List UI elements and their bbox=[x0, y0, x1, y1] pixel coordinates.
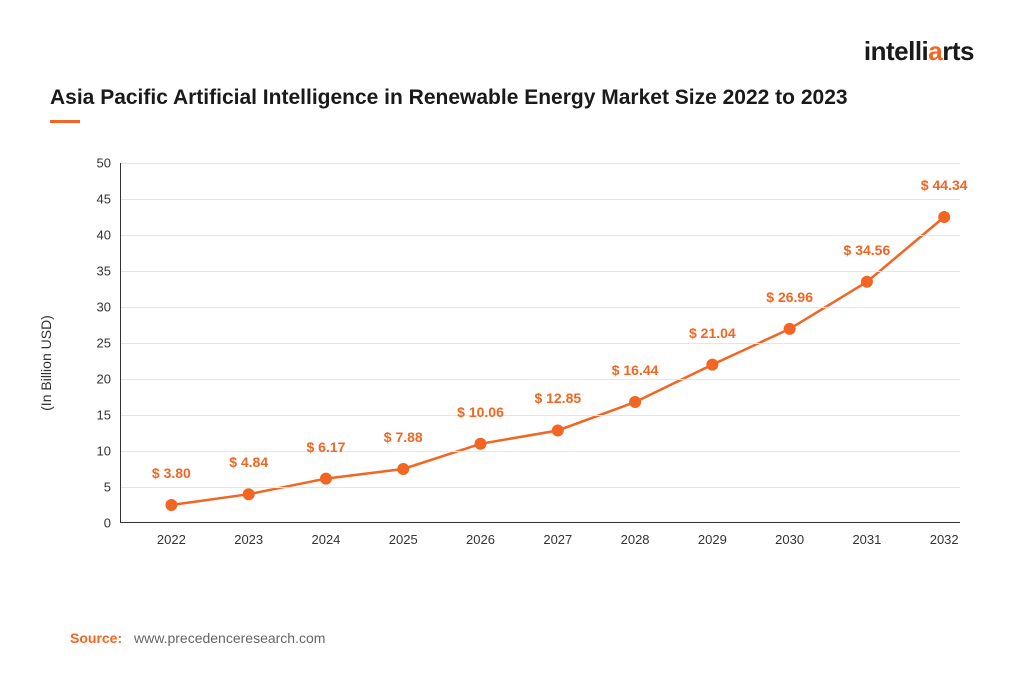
data-marker bbox=[630, 397, 641, 408]
gridline bbox=[121, 307, 960, 308]
data-marker bbox=[166, 500, 177, 511]
gridline bbox=[121, 343, 960, 344]
x-tick: 2028 bbox=[621, 522, 650, 547]
gridline bbox=[121, 451, 960, 452]
data-marker bbox=[707, 359, 718, 370]
data-label: $ 26.96 bbox=[766, 289, 813, 305]
line-series bbox=[171, 217, 944, 505]
data-marker bbox=[320, 473, 331, 484]
y-tick: 50 bbox=[97, 156, 121, 171]
logo-part1: intelli bbox=[864, 36, 928, 66]
data-marker bbox=[939, 212, 950, 223]
chart-title: Asia Pacific Artificial Intelligence in … bbox=[50, 86, 974, 110]
y-tick: 35 bbox=[97, 264, 121, 279]
logo-part3: rts bbox=[942, 36, 974, 66]
y-tick: 40 bbox=[97, 228, 121, 243]
x-tick: 2031 bbox=[852, 522, 881, 547]
y-tick: 15 bbox=[97, 408, 121, 423]
data-label: $ 12.85 bbox=[534, 390, 581, 406]
data-marker bbox=[861, 276, 872, 287]
data-label: $ 44.34 bbox=[921, 177, 968, 193]
data-label: $ 4.84 bbox=[229, 454, 268, 470]
x-tick: 2025 bbox=[389, 522, 418, 547]
plot-area: 0510152025303540455020222023202420252026… bbox=[120, 163, 960, 523]
y-tick: 45 bbox=[97, 192, 121, 207]
gridline bbox=[121, 379, 960, 380]
x-tick: 2023 bbox=[234, 522, 263, 547]
gridline bbox=[121, 487, 960, 488]
data-label: $ 21.04 bbox=[689, 325, 736, 341]
data-marker bbox=[784, 323, 795, 334]
data-label: $ 7.88 bbox=[384, 429, 423, 445]
gridline bbox=[121, 199, 960, 200]
y-tick: 5 bbox=[104, 480, 121, 495]
data-label: $ 16.44 bbox=[612, 362, 659, 378]
data-label: $ 34.56 bbox=[844, 242, 891, 258]
logo-accent: a bbox=[928, 36, 942, 66]
data-label: $ 10.06 bbox=[457, 404, 504, 420]
brand-logo: intelliarts bbox=[864, 36, 974, 67]
data-label: $ 6.17 bbox=[306, 439, 345, 455]
data-marker bbox=[552, 425, 563, 436]
y-tick: 20 bbox=[97, 372, 121, 387]
gridline bbox=[121, 415, 960, 416]
source-line: Source: www.precedenceresearch.com bbox=[70, 630, 325, 646]
x-tick: 2027 bbox=[543, 522, 572, 547]
y-axis-label: (In Billion USD) bbox=[38, 315, 54, 411]
x-tick: 2030 bbox=[775, 522, 804, 547]
y-tick: 10 bbox=[97, 444, 121, 459]
gridline bbox=[121, 271, 960, 272]
data-marker bbox=[398, 464, 409, 475]
gridline bbox=[121, 163, 960, 164]
source-label: Source: bbox=[70, 630, 122, 646]
x-tick: 2029 bbox=[698, 522, 727, 547]
y-tick: 25 bbox=[97, 336, 121, 351]
chart-container: (In Billion USD) 05101520253035404550202… bbox=[70, 163, 970, 563]
y-tick: 30 bbox=[97, 300, 121, 315]
x-tick: 2022 bbox=[157, 522, 186, 547]
x-tick: 2026 bbox=[466, 522, 495, 547]
x-tick: 2032 bbox=[930, 522, 959, 547]
title-underline bbox=[50, 120, 80, 123]
source-url: www.precedenceresearch.com bbox=[134, 630, 325, 646]
data-marker bbox=[243, 489, 254, 500]
data-label: $ 3.80 bbox=[152, 465, 191, 481]
y-tick: 0 bbox=[104, 516, 121, 531]
data-marker bbox=[475, 438, 486, 449]
gridline bbox=[121, 235, 960, 236]
x-tick: 2024 bbox=[311, 522, 340, 547]
